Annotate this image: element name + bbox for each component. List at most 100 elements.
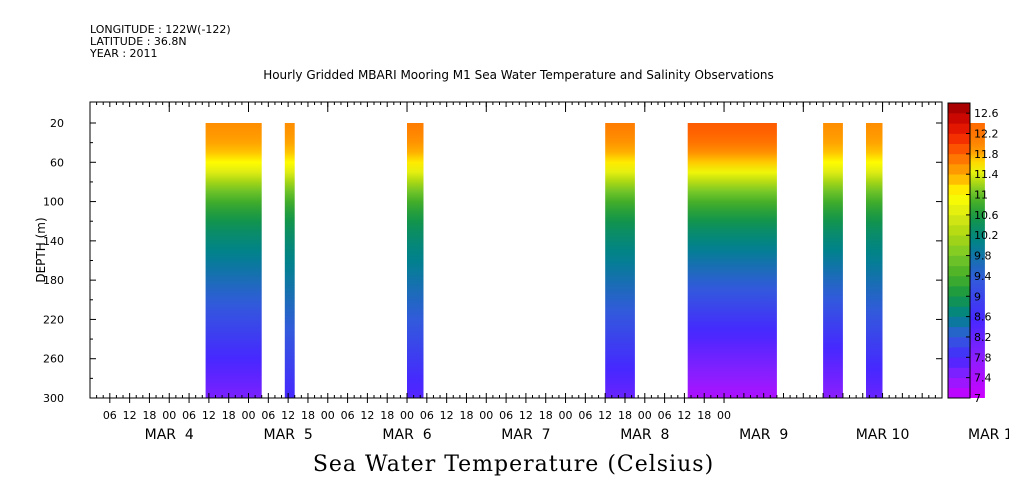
x-hour-label: 18 (618, 409, 632, 422)
x-hour-label: 06 (658, 409, 672, 422)
x-hour-label: 06 (261, 409, 275, 422)
data-block (605, 123, 635, 398)
x-date-label: MAR 8 (620, 427, 669, 443)
x-date-label: MAR 9 (739, 427, 788, 443)
colorbar-label: 9.4 (974, 270, 992, 283)
colorbar-label: 11.8 (974, 148, 999, 161)
data-block (407, 123, 424, 398)
colorbar-bin (948, 265, 970, 277)
x-date-label: MAR 5 (264, 427, 313, 443)
x-date-label: MAR 7 (501, 427, 550, 443)
x-date-label: MAR 6 (382, 427, 431, 443)
x-hour-label: 18 (142, 409, 156, 422)
colorbar-bin (948, 174, 970, 185)
x-hour-label: 06 (578, 409, 592, 422)
x-hour-label: 12 (360, 409, 374, 422)
y-tick-label: 20 (50, 117, 64, 130)
x-hour-label: 12 (598, 409, 612, 422)
data-block (205, 123, 262, 398)
x-hour-label: 12 (202, 409, 216, 422)
axes-layer: 20 60 100 140 180 220 260 300 06 12 18 00 06 12 18 00 06… (43, 102, 1009, 443)
y-axis-label: DEPTH (m) (34, 217, 48, 282)
colorbar-label: 10.6 (974, 209, 999, 222)
colorbar-bin (948, 133, 970, 144)
colorbar-bin (948, 255, 970, 267)
data-block (866, 123, 883, 398)
metadata-block: LONGITUDE : 122W(-122) LATITUDE : 36.8N … (90, 24, 231, 60)
colorbar-bin (948, 347, 970, 358)
x-hour-label: 12 (519, 409, 533, 422)
variable-label: Sea Water Temperature (Celsius) (312, 452, 715, 477)
colorbar-bin (948, 306, 970, 317)
colorbar-label: 9 (974, 290, 981, 303)
colorbar-bin (948, 387, 970, 399)
x-hour-label: 18 (380, 409, 394, 422)
y-tick-label: 300 (43, 392, 64, 405)
latitude-label: LATITUDE : 36.8N (90, 35, 187, 48)
x-hour-label: 00 (400, 409, 414, 422)
data-block (687, 123, 777, 398)
x-hour-label: 00 (559, 409, 573, 422)
x-hour-label: 00 (479, 409, 493, 422)
colorbar-bin (948, 235, 970, 246)
colorbar-label: 11.4 (974, 168, 999, 181)
colorbar-label: 7.8 (974, 351, 992, 364)
y-tick-label: 60 (50, 156, 64, 169)
x-hour-label: 18 (697, 409, 711, 422)
y-tick-label: 220 (43, 313, 64, 326)
colorbar-bin (948, 204, 970, 216)
x-hour-label: 06 (182, 409, 196, 422)
plot-layer (205, 123, 985, 398)
x-hour-label: 12 (281, 409, 295, 422)
x-hour-label: 12 (123, 409, 137, 422)
colorbar-bin (948, 286, 970, 297)
colorbar-label: 7 (974, 392, 981, 405)
colorbar-bin (948, 194, 970, 206)
x-hour-label: 12 (677, 409, 691, 422)
plot-frame (89, 101, 943, 399)
colorbar-bin (948, 336, 970, 348)
x-hour-label: 12 (440, 409, 454, 422)
y-tick-label: 140 (43, 235, 64, 248)
x-hour-label: 18 (539, 409, 553, 422)
colorbar-bin (948, 113, 970, 124)
colorbar-bin (948, 123, 970, 134)
year-label: YEAR : 2011 (90, 47, 158, 60)
colorbar-bin (948, 275, 970, 287)
x-hour-label: 18 (459, 409, 473, 422)
colorbar-bin (948, 326, 970, 338)
x-date-label: MAR 4 (145, 427, 194, 443)
y-tick-label: 100 (43, 196, 64, 209)
x-hour-label: 00 (162, 409, 176, 422)
colorbar-bin (948, 153, 970, 165)
colorbar-label: 12.2 (974, 128, 999, 141)
x-hour-label: 18 (222, 409, 236, 422)
x-hour-label: 00 (321, 409, 335, 422)
x-hour-label: 06 (499, 409, 513, 422)
x-hour-label: 00 (242, 409, 256, 422)
colorbar-bin (948, 164, 970, 175)
data-block (823, 123, 843, 398)
colorbar-bin (948, 225, 970, 236)
x-date-label: MAR 10 (856, 427, 910, 443)
colorbar-label: 8.6 (974, 311, 992, 324)
colorbar-label: 7.4 (974, 372, 992, 385)
colorbar-bin (948, 184, 970, 195)
colorbar-label: 8.2 (974, 331, 992, 344)
colorbar-label: 11 (974, 189, 988, 202)
colorbar-label: 9.8 (974, 250, 992, 263)
colorbar-label: 12.6 (974, 107, 999, 120)
colorbar-bin (948, 316, 970, 328)
x-hour-label: 00 (638, 409, 652, 422)
colorbar-bin (948, 143, 970, 155)
y-tick-label: 180 (43, 274, 64, 287)
data-block (284, 123, 295, 398)
colorbar-label: 10.2 (974, 229, 999, 242)
longitude-label: LONGITUDE : 122W(-122) (90, 23, 231, 36)
colorbar-frame (947, 102, 971, 399)
colorbar-bin (948, 214, 970, 226)
colorbar-bin (948, 245, 970, 256)
y-tick-label: 260 (43, 353, 64, 366)
x-hour-label: 00 (717, 409, 731, 422)
